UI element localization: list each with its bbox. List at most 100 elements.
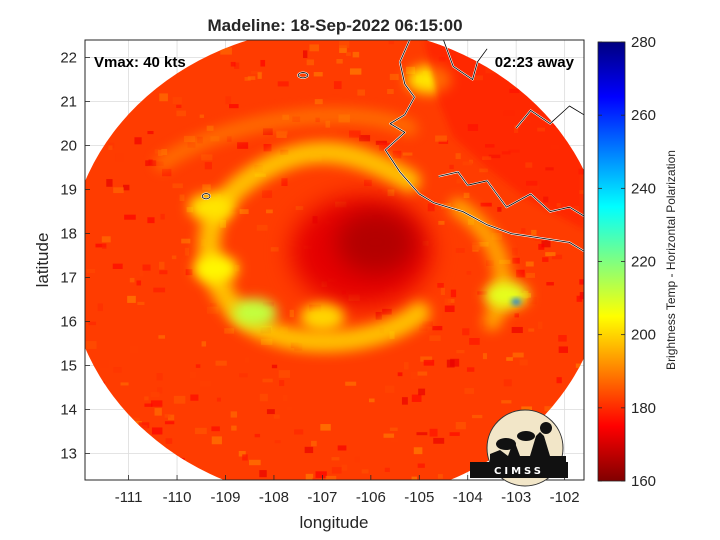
vmax-label: Vmax: 40 kts (94, 54, 186, 71)
warm-feature (232, 298, 277, 327)
swath-texel (389, 427, 398, 432)
y-tick-label: 16 (60, 314, 77, 331)
swath-texel (331, 457, 340, 461)
swath-texel (189, 371, 196, 378)
swath-texel (503, 379, 512, 387)
swath-texel (455, 421, 466, 430)
swath-texel (282, 394, 288, 402)
y-tick-label: 13 (60, 446, 77, 463)
swath-texel (556, 377, 562, 384)
swath-texel (339, 45, 347, 53)
swath-texel (254, 433, 261, 438)
swath-texel (339, 41, 350, 49)
swath-texel (354, 456, 360, 463)
swath-texel (359, 135, 371, 142)
swath-texel (226, 479, 237, 480)
island-outline (201, 193, 211, 200)
swath-texel (420, 366, 427, 370)
swath-texel (417, 463, 425, 468)
swath-texel (432, 325, 443, 331)
swath-texel (138, 425, 148, 430)
colorbar-gradient (597, 41, 626, 482)
swath-texel (501, 400, 512, 404)
swath-texel (345, 381, 357, 386)
swath-texel (479, 168, 488, 173)
swath-texel (309, 44, 319, 52)
swath-texel (477, 291, 488, 295)
swath-texel (463, 192, 470, 199)
swath-texel (579, 279, 584, 285)
swath-texel (266, 409, 275, 415)
swath-texel (397, 372, 403, 377)
swath-texel (86, 269, 96, 273)
colorbar-tick-label: 280 (631, 34, 656, 51)
swath-texel (234, 62, 240, 69)
swath-texel (173, 395, 186, 404)
swath-texel (303, 50, 308, 59)
swath-texel (455, 247, 465, 253)
swath-texel (429, 335, 441, 342)
x-axis-ticks: -111 -110 -109 -108 -107 -106 -105 -104 -103 -102 (115, 475, 580, 506)
swath-texel (108, 145, 113, 150)
swath-texel (257, 72, 262, 79)
swath-texel (150, 400, 163, 407)
logo-text: CIMSS (494, 466, 544, 477)
swath-texel (156, 373, 163, 381)
swath-texel (99, 360, 110, 369)
swath-texel (273, 414, 280, 419)
swath-texel (401, 397, 408, 405)
swath-texel (514, 313, 519, 318)
swath-texel (542, 257, 549, 262)
plot-axes: -111 -110 -109 -108 -107 -106 -105 -104 -103 -102… (60, 39, 585, 506)
swath-texel (537, 321, 543, 330)
swath-texel (333, 81, 342, 90)
swath-texel (220, 57, 227, 63)
swath-texel (167, 414, 175, 421)
swath-texel (250, 71, 263, 75)
swath-texel (558, 346, 569, 353)
y-tick-label: 19 (60, 182, 77, 199)
swath-texel (418, 388, 426, 396)
swath-texel (419, 323, 428, 331)
swath-texel (176, 110, 187, 117)
swath-texel (429, 428, 438, 437)
swath-texel (185, 269, 193, 276)
swath-texel (305, 473, 314, 480)
swath-texel (220, 47, 232, 55)
swath-texel (147, 217, 155, 224)
swath-texel (256, 224, 268, 231)
x-tick-label: -108 (259, 489, 289, 506)
swath-texel (144, 396, 149, 401)
swath-texel (237, 142, 249, 149)
swath-texel (472, 242, 481, 251)
swath-texel (364, 179, 372, 187)
swath-texel (482, 353, 487, 360)
swath-texel (112, 263, 123, 269)
swath-texel (276, 130, 288, 135)
swath-texel (238, 450, 246, 457)
swath-texel (154, 149, 159, 154)
swath-texel (361, 469, 369, 474)
swath-texel (262, 128, 273, 136)
swath-texel (512, 352, 524, 358)
colorbar-label: Brightness Temp - Horizontal Polarizatio… (664, 150, 678, 370)
swath-texel (349, 68, 362, 75)
swath-texel (124, 214, 136, 220)
swath-texel (259, 393, 268, 402)
swath-texel (281, 178, 288, 186)
colorbar: 160 180 200 220 240 260 280 Brightness Temp - … (597, 34, 678, 490)
swath-texel (199, 114, 204, 118)
swath-texel (437, 474, 443, 479)
colorbar-tick-label: 160 (631, 473, 656, 490)
swath-texel (411, 394, 422, 402)
swath-texel (101, 236, 111, 243)
swath-texel (456, 349, 465, 354)
swath-texel (545, 252, 556, 257)
swath-texel (325, 120, 331, 128)
x-tick-label: -104 (453, 489, 483, 506)
swath-texel (210, 303, 217, 307)
swath-texel (440, 287, 445, 296)
swath-texel (506, 357, 513, 361)
x-tick-label: -109 (210, 489, 240, 506)
